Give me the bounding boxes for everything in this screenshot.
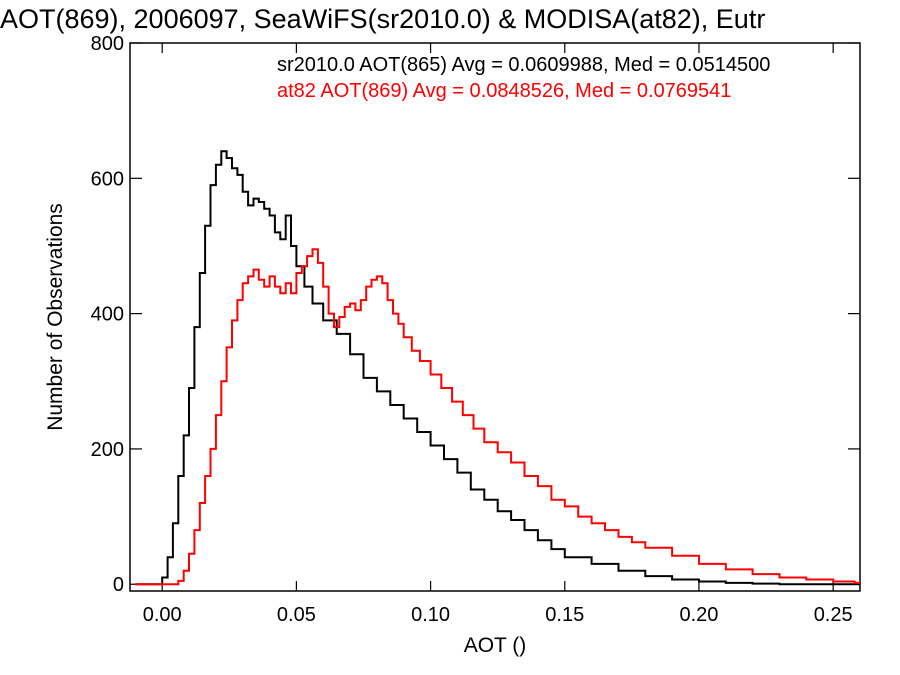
legend-entry-at82: at82 AOT(869) Avg = 0.0848526, Med = 0.0… [277, 80, 731, 102]
y-tick-label: 800 [91, 33, 124, 55]
chart-title: AOT(869), 2006097, SeaWiFS(sr2010.0) & M… [0, 4, 765, 34]
x-tick-label: 0.20 [680, 604, 719, 626]
x-tick-label: 0.00 [143, 604, 182, 626]
series-line-0 [135, 150, 860, 586]
x-tick-label: 0.25 [814, 604, 853, 626]
y-axis-label: Number of Observations [44, 203, 67, 431]
legend: sr2010.0 AOT(865) Avg = 0.0609988, Med =… [277, 54, 770, 102]
x-axis-label: AOT () [464, 634, 527, 657]
y-tick-label: 0 [113, 574, 124, 596]
series-line-1 [135, 248, 860, 586]
series-layer [135, 150, 860, 586]
axis-ticks: 0.00 0.05 0.10 0.15 0.20 0.25 0 200 400 600 800 [91, 33, 860, 626]
y-tick-label: 200 [91, 439, 124, 461]
y-tick-label: 600 [91, 168, 124, 190]
y-tick-label: 400 [91, 304, 124, 326]
legend-entry-sr2010: sr2010.0 AOT(865) Avg = 0.0609988, Med =… [277, 54, 770, 76]
plot-frame [129, 42, 861, 592]
x-tick-label: 0.10 [411, 604, 450, 626]
x-tick-label: 0.05 [277, 604, 316, 626]
x-tick-label: 0.15 [545, 604, 584, 626]
plot-area: 0.00 0.05 0.10 0.15 0.20 0.25 0 200 400 600 800 [91, 33, 861, 626]
